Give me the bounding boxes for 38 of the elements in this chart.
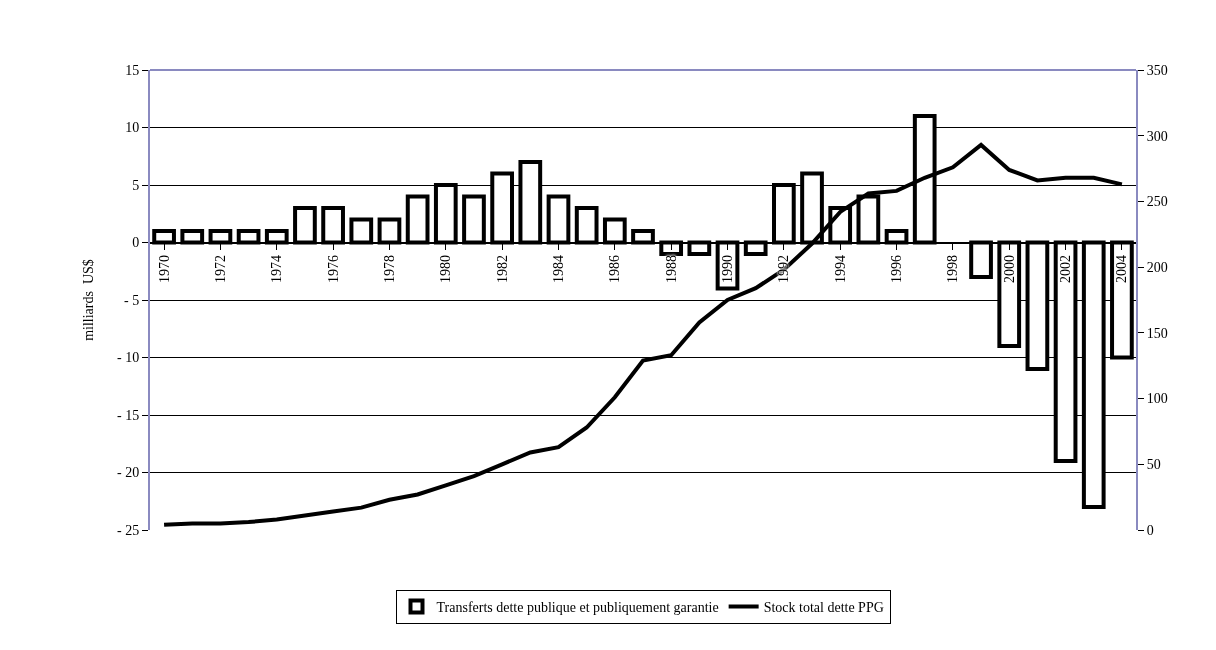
- y-tick-label: 0: [132, 235, 140, 251]
- y2-tick-label: 50: [1146, 457, 1161, 473]
- x-tick-label: 2004: [1114, 255, 1130, 284]
- y-tick-label: 10: [125, 120, 140, 136]
- x-tick-label: 1970: [156, 255, 172, 284]
- x-tick-label: 1986: [607, 255, 623, 284]
- x-tick-label: 1990: [720, 255, 736, 284]
- y-axis-title: milliards US$: [81, 259, 97, 341]
- x-tick-label: 1988: [663, 255, 679, 284]
- y2-tick-label: 150: [1146, 325, 1168, 341]
- y-tick-label: - 20: [117, 465, 140, 481]
- y2-tick-label: 200: [1146, 260, 1168, 276]
- y-tick-label: 5: [132, 177, 140, 193]
- y2-tick-label: 0: [1146, 522, 1154, 538]
- x-tick-label: 1974: [269, 255, 285, 284]
- y2-tick-label: 250: [1146, 194, 1168, 210]
- y2-tick-label: 350: [1146, 62, 1168, 78]
- x-tick-label: 1982: [494, 255, 510, 284]
- legend-label: Transferts dette publique et publiquement garantie: [436, 599, 719, 615]
- x-tick-label: 1976: [325, 255, 341, 284]
- x-tick-label: 1994: [832, 255, 848, 284]
- y-tick-label: - 10: [117, 350, 140, 366]
- y2-tick-label: 300: [1146, 128, 1168, 144]
- x-tick-label: 1996: [889, 255, 905, 284]
- y-tick-label: - 5: [124, 292, 140, 308]
- x-tick-label: 1992: [776, 255, 792, 284]
- x-tick-label: 1980: [438, 255, 454, 284]
- y-tick-label: - 25: [117, 522, 140, 538]
- x-tick-label: 1978: [382, 255, 398, 284]
- x-tick-label: 2000: [1001, 255, 1017, 284]
- y-tick-label: 15: [125, 62, 140, 78]
- x-tick-label: 2002: [1058, 255, 1074, 284]
- y-tick-label: - 15: [117, 407, 140, 423]
- x-tick-label: 1984: [551, 255, 567, 284]
- y2-tick-label: 100: [1146, 391, 1168, 407]
- x-tick-label: 1998: [945, 255, 961, 284]
- x-tick-label: 1972: [212, 255, 228, 284]
- legend-label: Stock total dette PPG: [763, 599, 884, 615]
